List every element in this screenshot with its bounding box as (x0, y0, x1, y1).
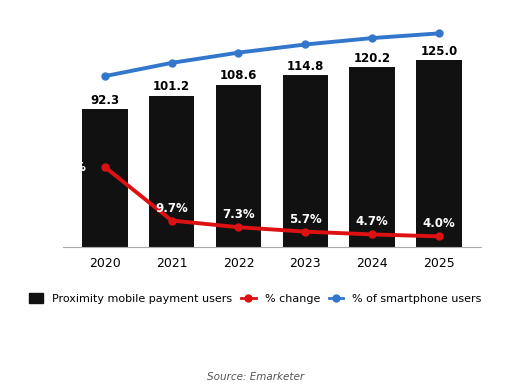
Text: 120.2: 120.2 (353, 52, 391, 65)
Text: 9.7%: 9.7% (155, 202, 188, 215)
Text: 7.3%: 7.3% (222, 208, 255, 221)
Text: 40.1%: 40.1% (46, 70, 86, 83)
Legend: Proximity mobile payment users, % change, % of smartphone users: Proximity mobile payment users, % change… (25, 289, 486, 308)
Bar (416, 60, 461, 247)
Text: 114.8: 114.8 (287, 60, 324, 73)
Text: 125.0: 125.0 (420, 45, 457, 58)
Text: 29.0%: 29.0% (46, 161, 86, 174)
Text: 45.6%: 45.6% (218, 34, 259, 46)
Text: 4.7%: 4.7% (356, 215, 389, 228)
Text: 92.3: 92.3 (90, 94, 119, 107)
Bar (216, 84, 261, 247)
Text: Source: Emarketer: Source: Emarketer (207, 372, 305, 382)
Text: 47.5%: 47.5% (285, 25, 326, 38)
Text: 43.2%: 43.2% (151, 44, 192, 57)
Text: 49.0%: 49.0% (352, 19, 393, 32)
Bar (149, 96, 195, 247)
Bar (82, 109, 127, 247)
Bar (283, 75, 328, 247)
Text: 50.1%: 50.1% (418, 14, 459, 27)
Text: 108.6: 108.6 (220, 70, 257, 83)
Text: 5.7%: 5.7% (289, 213, 322, 226)
Text: 101.2: 101.2 (153, 81, 190, 93)
Bar (349, 67, 395, 247)
Text: 4.0%: 4.0% (422, 217, 455, 230)
